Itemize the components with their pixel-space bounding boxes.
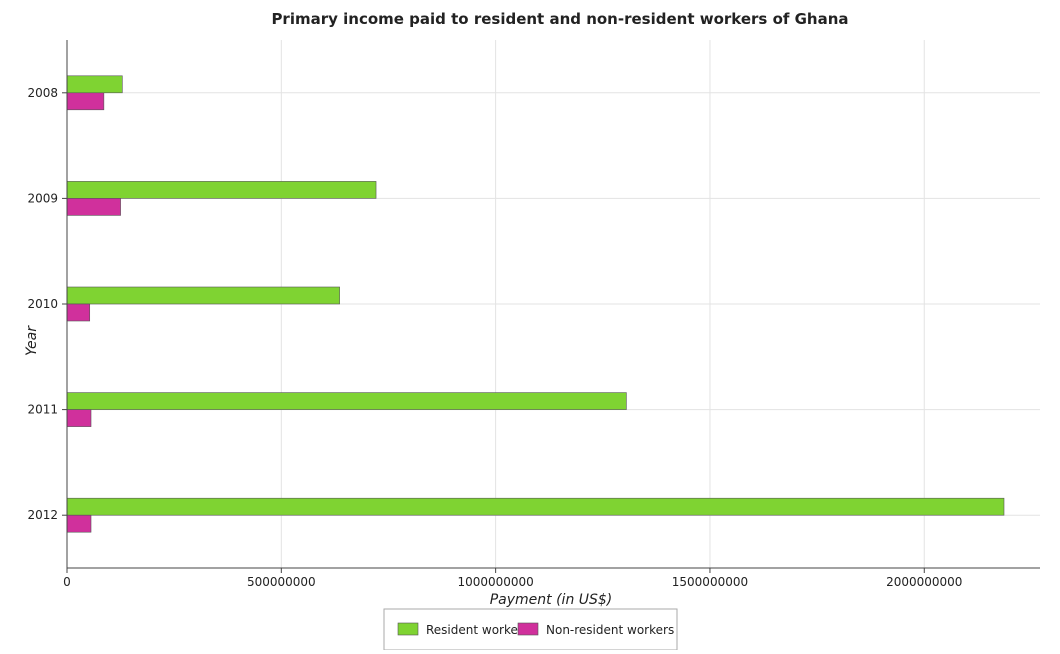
bar-resident-workers [66,392,627,410]
legend-swatch [517,622,539,636]
bar-resident-workers [66,497,1005,516]
legend-swatch [397,622,419,636]
y-tick-label: 2008 [27,86,58,100]
x-tick-label: 0 [63,575,71,589]
y-tick-label: 2011 [27,403,58,417]
legend: Resident workers Non-resident workers [383,608,678,651]
bar-resident-workers [66,181,377,199]
x-axis-label: Payment (in US$) [490,592,613,608]
legend-label: Non-resident workers [546,623,674,637]
y-axis-label: Year [24,325,40,356]
bar-non-resident-workers [66,409,92,427]
x-tick-label: 1500000000 [672,575,748,589]
chart-title: Primary income paid to resident and non-… [271,10,848,28]
x-tick-label: 1000000000 [457,575,533,589]
bar-non-resident-workers [66,303,91,322]
bar-non-resident-workers [66,198,121,216]
legend-label: Resident workers [426,623,529,637]
y-tick-label: 2010 [27,297,58,311]
x-tick-label: 2000000000 [886,575,962,589]
bar-resident-workers [66,286,340,305]
y-tick-label: 2009 [27,191,58,205]
bars [66,75,1005,533]
axes: 0 500000000 1000000000 1500000000 2000000000… [27,40,1040,589]
bar-resident-workers [66,75,123,94]
y-tick-label: 2012 [27,508,58,522]
x-tick-label: 500000000 [247,575,316,589]
bar-non-resident-workers [66,92,105,111]
bar-non-resident-workers [66,514,92,533]
